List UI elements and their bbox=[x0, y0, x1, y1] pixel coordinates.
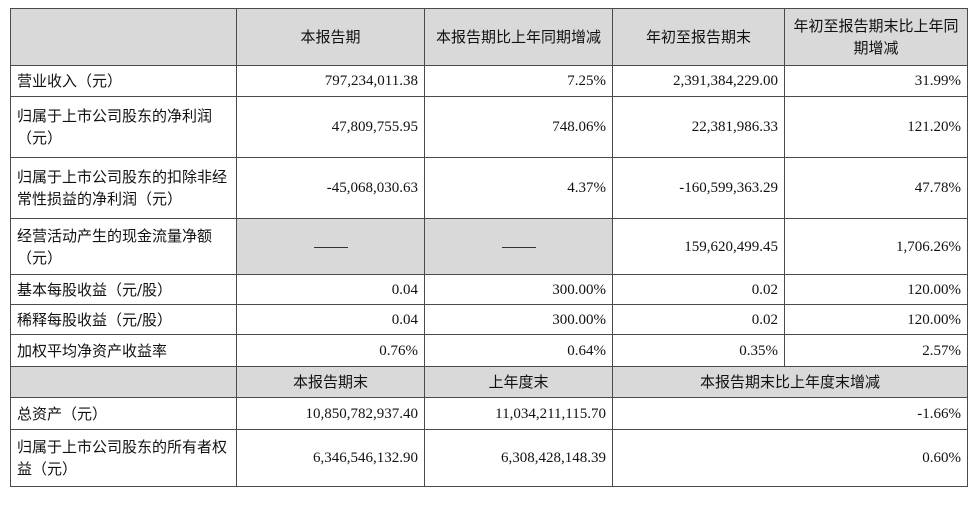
cell-value: 6,308,428,148.39 bbox=[424, 429, 613, 487]
table-row: 稀释每股收益（元/股） 0.04 300.00% 0.02 120.00% bbox=[10, 304, 968, 335]
cell-value: 120.00% bbox=[784, 304, 968, 335]
row-label: 稀释每股收益（元/股） bbox=[10, 304, 237, 335]
em-dash bbox=[313, 247, 348, 248]
cell-value: 0.02 bbox=[612, 274, 785, 305]
table-row: 归属于上市公司股东的所有者权益（元） 6,346,546,132.90 6,30… bbox=[10, 429, 968, 487]
table-row: 加权平均净资产收益率 0.76% 0.64% 0.35% 2.57% bbox=[10, 334, 968, 367]
header-prior-year-end: 上年度末 bbox=[424, 366, 613, 398]
cell-value: 300.00% bbox=[424, 304, 613, 335]
row-label: 营业收入（元） bbox=[10, 65, 237, 97]
cell-value: 2.57% bbox=[784, 334, 968, 367]
row-label: 归属于上市公司股东的所有者权益（元） bbox=[10, 429, 237, 487]
table-row: 归属于上市公司股东的扣除非经常性损益的净利润（元） -45,068,030.63… bbox=[10, 157, 968, 219]
cell-value: -160,599,363.29 bbox=[612, 157, 785, 219]
cell-value: 4.37% bbox=[424, 157, 613, 219]
cell-not-applicable bbox=[236, 218, 425, 275]
table-row: 基本每股收益（元/股） 0.04 300.00% 0.02 120.00% bbox=[10, 274, 968, 305]
cell-not-applicable bbox=[424, 218, 613, 275]
header-period-end: 本报告期末 bbox=[236, 366, 425, 398]
header-current-period: 本报告期 bbox=[236, 8, 425, 66]
row-label: 基本每股收益（元/股） bbox=[10, 274, 237, 305]
header-current-period-yoy: 本报告期比上年同期增减 bbox=[424, 8, 613, 66]
cell-value: 6,346,546,132.90 bbox=[236, 429, 425, 487]
header-ytd-yoy: 年初至报告期末比上年同期增减 bbox=[784, 8, 968, 66]
financial-data-table: 本报告期 本报告期比上年同期增减 年初至报告期末 年初至报告期末比上年同期增减 … bbox=[10, 8, 968, 487]
header-blank-cell bbox=[10, 8, 237, 66]
row-label: 归属于上市公司股东的扣除非经常性损益的净利润（元） bbox=[10, 157, 237, 219]
cell-value: 1,706.26% bbox=[784, 218, 968, 275]
cell-value: 121.20% bbox=[784, 96, 968, 158]
cell-value: 0.04 bbox=[236, 274, 425, 305]
cell-value: 0.35% bbox=[612, 334, 785, 367]
cell-value: 2,391,384,229.00 bbox=[612, 65, 785, 97]
table-row: 总资产（元） 10,850,782,937.40 11,034,211,115.… bbox=[10, 397, 968, 430]
cell-value: 47,809,755.95 bbox=[236, 96, 425, 158]
cell-value: -1.66% bbox=[612, 397, 968, 430]
row-label: 加权平均净资产收益率 bbox=[10, 334, 237, 367]
cell-value: 0.76% bbox=[236, 334, 425, 367]
table-row: 经营活动产生的现金流量净额（元） 159,620,499.45 1,706.26… bbox=[10, 218, 968, 275]
cell-value: 22,381,986.33 bbox=[612, 96, 785, 158]
cell-value: 748.06% bbox=[424, 96, 613, 158]
cell-value: 10,850,782,937.40 bbox=[236, 397, 425, 430]
cell-value: 0.64% bbox=[424, 334, 613, 367]
header-ytd: 年初至报告期末 bbox=[612, 8, 785, 66]
cropped-heading-fragment bbox=[8, 0, 98, 6]
cell-value: -45,068,030.63 bbox=[236, 157, 425, 219]
cell-value: 797,234,011.38 bbox=[236, 65, 425, 97]
cell-value: 11,034,211,115.70 bbox=[424, 397, 613, 430]
cell-value: 0.02 bbox=[612, 304, 785, 335]
table-header-row: 本报告期 本报告期比上年同期增减 年初至报告期末 年初至报告期末比上年同期增减 bbox=[10, 8, 968, 66]
cell-value: 0.60% bbox=[612, 429, 968, 487]
row-label: 经营活动产生的现金流量净额（元） bbox=[10, 218, 237, 275]
table-subheader-row: 本报告期末 上年度末 本报告期末比上年度末增减 bbox=[10, 366, 968, 398]
cell-value: 7.25% bbox=[424, 65, 613, 97]
subheader-blank-cell bbox=[10, 366, 237, 398]
header-period-end-change: 本报告期末比上年度末增减 bbox=[612, 366, 968, 398]
row-label: 归属于上市公司股东的净利润（元） bbox=[10, 96, 237, 158]
cell-value: 31.99% bbox=[784, 65, 968, 97]
row-label: 总资产（元） bbox=[10, 397, 237, 430]
em-dash bbox=[501, 247, 536, 248]
cell-value: 159,620,499.45 bbox=[612, 218, 785, 275]
cell-value: 47.78% bbox=[784, 157, 968, 219]
cell-value: 120.00% bbox=[784, 274, 968, 305]
table-row: 营业收入（元） 797,234,011.38 7.25% 2,391,384,2… bbox=[10, 65, 968, 97]
cell-value: 0.04 bbox=[236, 304, 425, 335]
table-row: 归属于上市公司股东的净利润（元） 47,809,755.95 748.06% 2… bbox=[10, 96, 968, 158]
cell-value: 300.00% bbox=[424, 274, 613, 305]
